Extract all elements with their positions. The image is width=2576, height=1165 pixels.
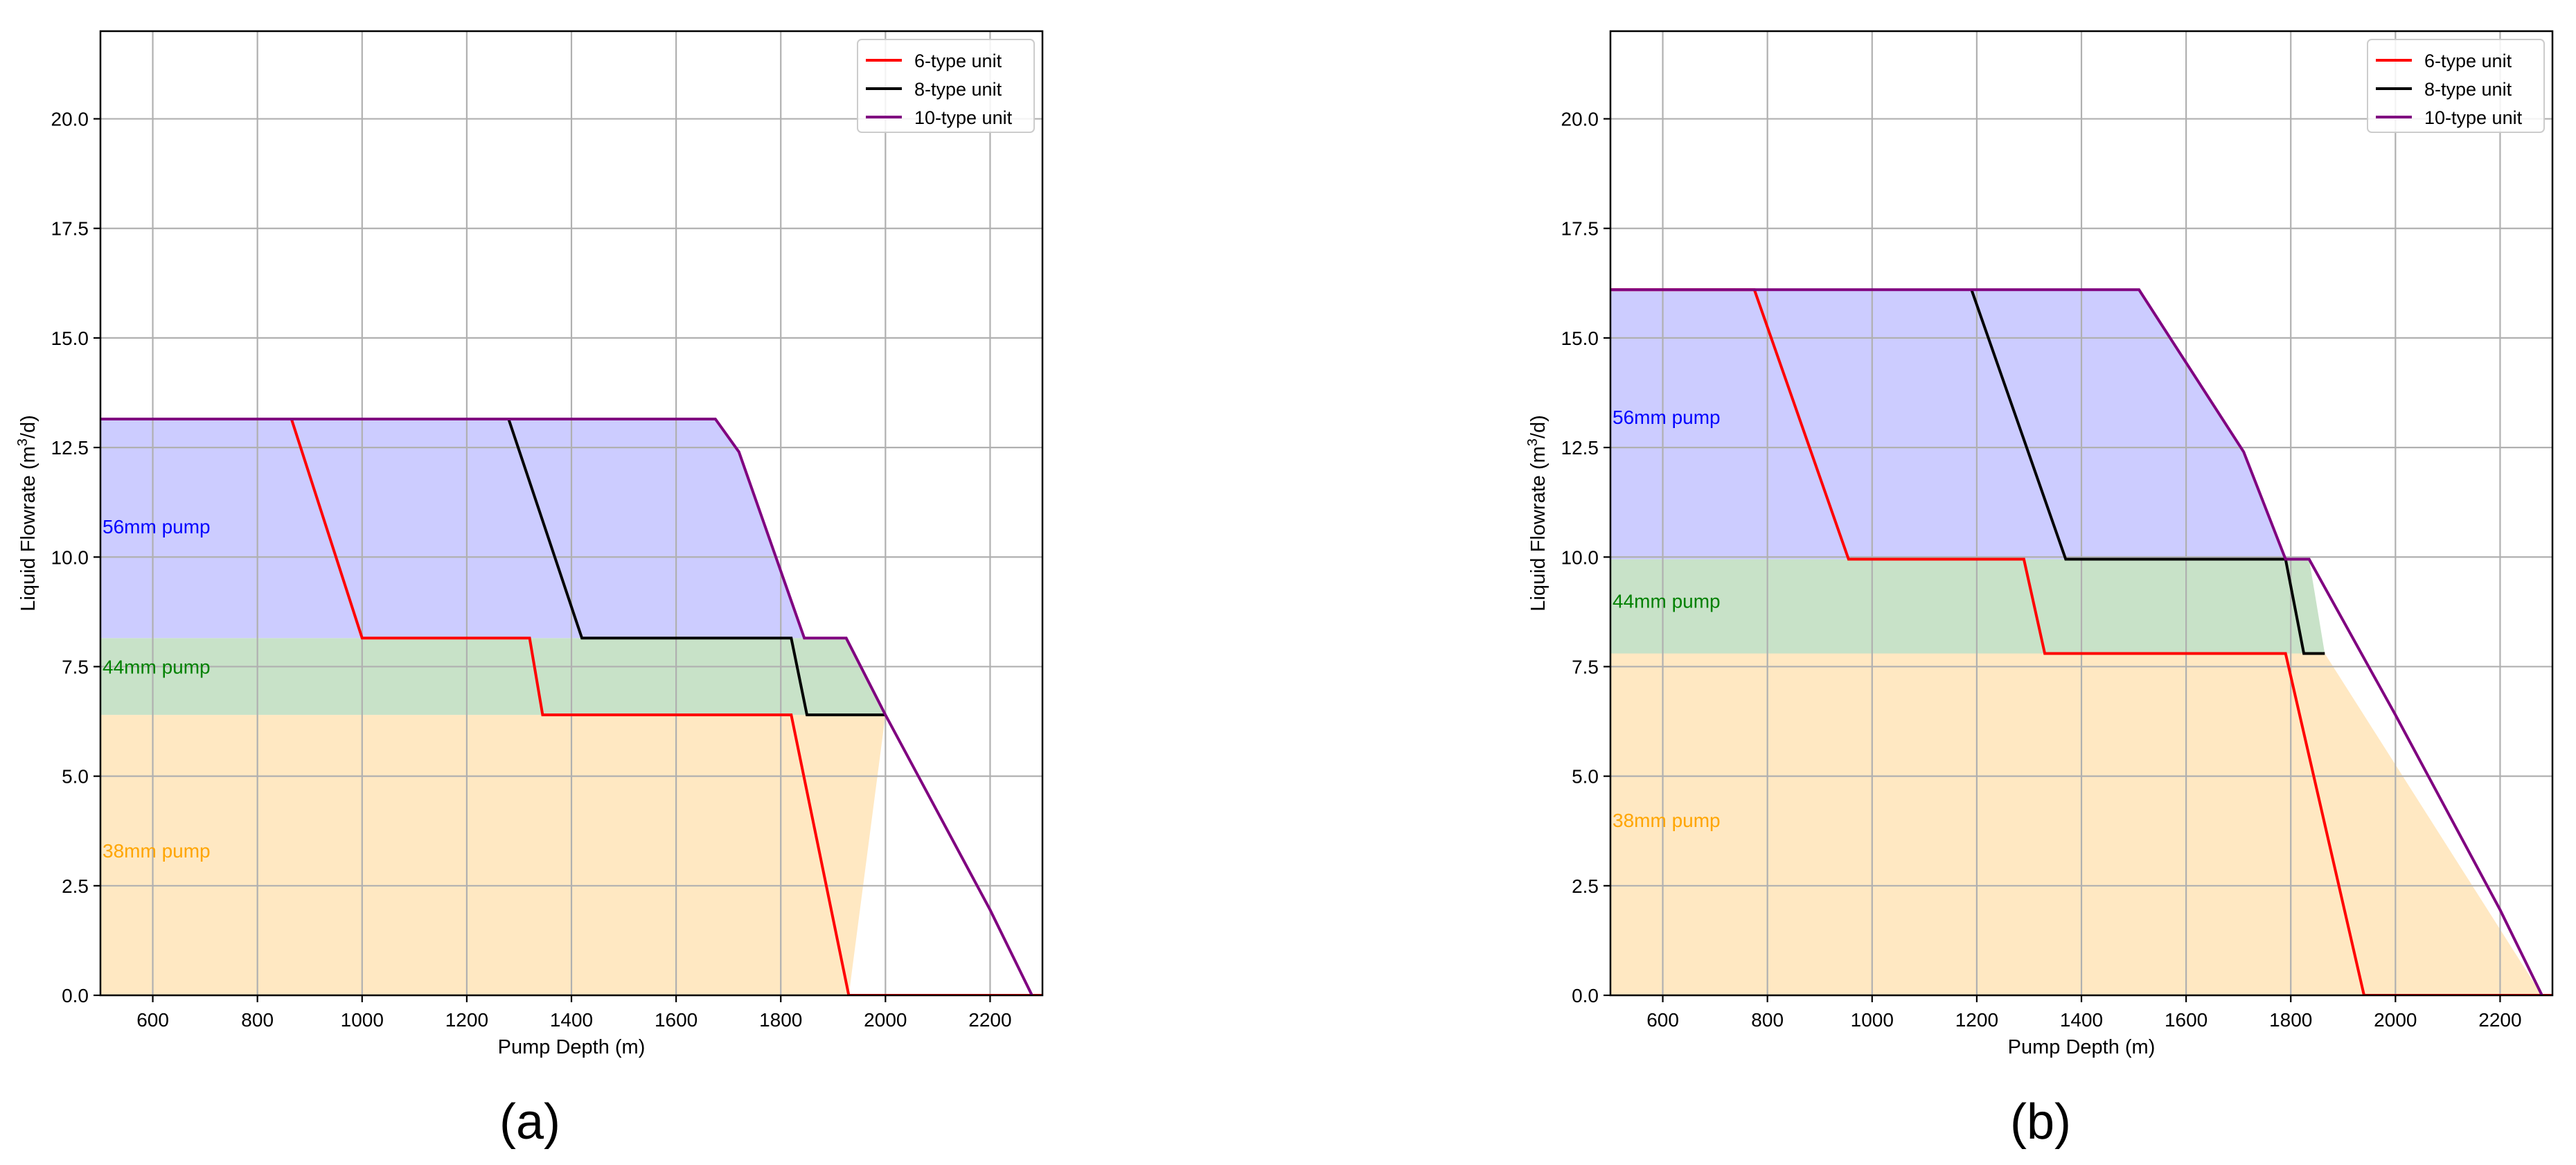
y-axis-label: Liquid Flowrate (m3/d) [1525, 415, 1549, 612]
y-tick-label: 20.0 [1561, 109, 1599, 130]
y-tick-label: 15.0 [51, 328, 89, 349]
y-axis-label-prefix: Liquid Flowrate (m [1527, 446, 1549, 612]
y-tick-label: 7.5 [1572, 656, 1599, 677]
y-tick-label: 17.5 [1561, 218, 1599, 240]
x-tick-label: 2200 [2478, 1009, 2521, 1031]
x-tick-label: 1600 [2165, 1009, 2208, 1031]
x-tick-label: 800 [1751, 1009, 1784, 1031]
x-tick-label: 2000 [2374, 1009, 2417, 1031]
y-tick-label: 17.5 [51, 218, 89, 240]
x-tick-label: 1600 [655, 1009, 698, 1031]
chart-panel-b: 600 800 1000 1200 1400 1600 1800 2000 2200 0.0 2.5… [1525, 30, 2554, 1150]
x-tick-label: 2200 [968, 1009, 1011, 1031]
legend-entry-label: 6-type unit [914, 51, 1002, 71]
series-line-10-type-unit [1610, 288, 2543, 995]
y-tick-label: 12.5 [51, 437, 89, 459]
region-label-44mm-pump: 44mm pump [103, 656, 211, 677]
pump-regions [100, 419, 886, 995]
x-tick-label: 1000 [341, 1009, 384, 1031]
y-tick-label: 0.0 [1572, 985, 1599, 1006]
legend-entry-label: 10-type unit [914, 107, 1013, 128]
region-labels: 38mm pump 44mm pump 56mm pump [103, 516, 211, 862]
axis-ticks: 600 800 1000 1200 1400 1600 1800 2000 2200 0.0 2.5… [51, 109, 1012, 1031]
y-axis-label: Liquid Flowrate (m3/d) [15, 415, 39, 612]
y-tick-label: 5.0 [1572, 766, 1599, 788]
region-38mm-pump [1610, 653, 2542, 995]
series-line-6-type-unit [100, 418, 1042, 995]
region-label-56mm-pump: 56mm pump [103, 516, 211, 537]
y-tick-label: 0.0 [62, 985, 89, 1006]
legend-entry-label: 8-type unit [914, 79, 1002, 100]
y-tick-label: 20.0 [51, 109, 89, 130]
x-tick-label: 600 [136, 1009, 169, 1031]
x-tick-label: 1800 [2269, 1009, 2312, 1031]
x-tick-label: 800 [241, 1009, 274, 1031]
y-tick-label: 2.5 [1572, 875, 1599, 897]
series-lines [100, 418, 1042, 995]
region-label-38mm-pump: 38mm pump [1613, 810, 1721, 831]
legend-box [857, 39, 1035, 133]
region-label-56mm-pump: 56mm pump [1613, 407, 1721, 428]
region-labels: 38mm pump 44mm pump 56mm pump [1613, 407, 1721, 831]
y-tick-label: 12.5 [1561, 437, 1599, 459]
x-tick-label: 2000 [864, 1009, 907, 1031]
x-tick-label: 1200 [1955, 1009, 1998, 1031]
region-56mm-pump [1610, 290, 2309, 560]
region-44mm-pump [100, 638, 886, 715]
panel-label: (a) [499, 1094, 560, 1150]
y-axis-label-superscript: 3 [15, 438, 30, 446]
y-axis-label-suffix: /d) [17, 415, 39, 438]
panel-label: (b) [2010, 1094, 2071, 1150]
x-tick-label: 1000 [1851, 1009, 1894, 1031]
legend: 6-type unit 8-type unit 10-type unit [2367, 39, 2545, 133]
series-line-6-type-unit [1610, 288, 2552, 995]
pump-regions [1610, 290, 2542, 995]
region-label-38mm-pump: 38mm pump [103, 840, 211, 862]
y-tick-label: 10.0 [1561, 546, 1599, 568]
series-line-8-type-unit [507, 418, 886, 717]
y-tick-label: 15.0 [1561, 328, 1599, 349]
x-tick-label: 1800 [759, 1009, 802, 1031]
region-44mm-pump [1610, 559, 2325, 654]
region-38mm-pump [100, 715, 886, 995]
y-tick-label: 10.0 [51, 546, 89, 568]
legend-box [2367, 39, 2545, 133]
x-axis-label: Pump Depth (m) [498, 1036, 646, 1058]
x-tick-label: 1400 [550, 1009, 593, 1031]
y-axis-label-superscript: 3 [1525, 438, 1540, 446]
y-axis-label-prefix: Liquid Flowrate (m [17, 446, 39, 612]
x-axis-label: Pump Depth (m) [2008, 1036, 2156, 1058]
legend-entry-label: 8-type unit [2424, 79, 2512, 100]
x-tick-label: 1400 [2060, 1009, 2103, 1031]
y-tick-label: 5.0 [62, 766, 89, 788]
series-line-10-type-unit [100, 418, 1033, 995]
legend-entry-label: 10-type unit [2424, 107, 2523, 128]
x-tick-label: 600 [1646, 1009, 1679, 1031]
y-tick-label: 2.5 [62, 875, 89, 897]
region-56mm-pump [100, 419, 846, 639]
x-tick-label: 1200 [445, 1009, 488, 1031]
y-tick-label: 7.5 [62, 656, 89, 677]
axis-ticks: 600 800 1000 1200 1400 1600 1800 2000 2200 0.0 2.5… [1561, 109, 2522, 1031]
chart-panel-a: 600 800 1000 1200 1400 1600 1800 2000 2200 0.0 2.5… [15, 30, 1044, 1150]
region-label-44mm-pump: 44mm pump [1613, 591, 1721, 612]
y-axis-label-suffix: /d) [1527, 415, 1549, 438]
legend: 6-type unit 8-type unit 10-type unit [857, 39, 1035, 133]
legend-entry-label: 6-type unit [2424, 51, 2512, 71]
series-lines [1610, 288, 2552, 995]
